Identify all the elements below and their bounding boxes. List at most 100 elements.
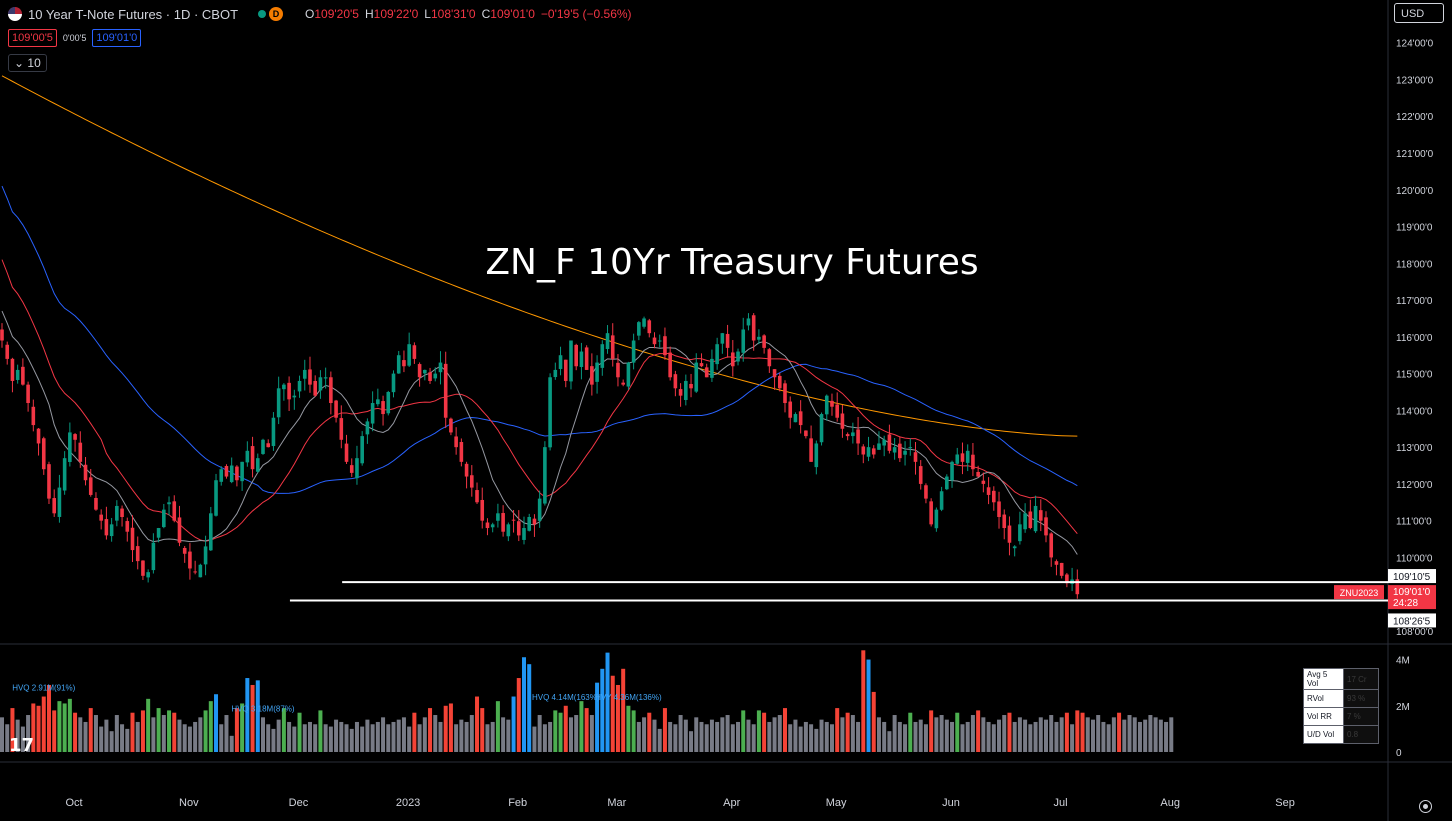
- market-status: D: [258, 7, 284, 21]
- candle-body: [1044, 517, 1048, 536]
- candle-body: [318, 377, 323, 391]
- volume-bar: [1148, 715, 1153, 752]
- candle-body: [887, 434, 892, 451]
- symbol-title[interactable]: 10 Year T-Note Futures · 1D · CBOT: [28, 6, 239, 22]
- candle-body: [449, 418, 453, 433]
- candle-body: [751, 315, 756, 341]
- volume-bar: [950, 721, 955, 752]
- sell-button[interactable]: 109'00'5: [8, 29, 57, 47]
- candle-body: [68, 432, 72, 462]
- volume-bar: [903, 724, 908, 752]
- candle-body: [78, 442, 83, 462]
- symbol-header[interactable]: 10 Year T-Note Futures · 1D · CBOT D O10…: [8, 4, 632, 24]
- currency-select[interactable]: USD: [1394, 3, 1444, 23]
- volume-bar: [1044, 719, 1048, 752]
- volume-bar: [683, 719, 688, 752]
- candle-body: [402, 360, 406, 367]
- volume-bar: [856, 721, 861, 752]
- candle-body: [172, 501, 177, 521]
- volume-bar: [276, 719, 281, 752]
- candle-body: [605, 333, 610, 350]
- candle-body: [349, 465, 354, 473]
- candle-body: [845, 434, 850, 437]
- candle-body: [292, 395, 297, 398]
- price-tag-bg: [1388, 613, 1436, 628]
- volume-bar: [495, 701, 500, 752]
- volume-bar: [422, 717, 427, 752]
- volume-bar: [428, 708, 433, 752]
- volume-bar: [840, 717, 845, 752]
- y-tick-label: 108'00'0: [1396, 627, 1434, 638]
- candle-body: [130, 527, 135, 551]
- volume-bar: [798, 726, 803, 752]
- ohlc-value: 108'31'0: [430, 7, 476, 21]
- ohlc-value: 109'22'0: [373, 7, 419, 21]
- volume-bar: [506, 719, 511, 752]
- volume-bar: [1127, 715, 1132, 752]
- candle-body: [94, 497, 98, 510]
- candle-body: [266, 443, 271, 448]
- candle-body: [360, 436, 364, 464]
- candle-body: [193, 571, 197, 573]
- volume-bar: [929, 710, 934, 752]
- candle-body: [276, 388, 281, 418]
- volume-bar: [20, 726, 25, 752]
- volume-bar: [187, 726, 192, 752]
- volume-bar: [887, 731, 892, 752]
- candle-body: [736, 351, 740, 362]
- volume-bar: [730, 724, 735, 752]
- candle-body: [767, 349, 772, 367]
- candle-body: [386, 391, 391, 414]
- volume-bar: [36, 705, 41, 752]
- candle-body: [104, 519, 109, 536]
- volume-bar: [1017, 717, 1022, 752]
- volume-bar: [245, 678, 250, 752]
- indicator-count: 10: [27, 56, 41, 70]
- candle-body: [381, 401, 385, 415]
- price-tag-label: 109'10'5: [1393, 572, 1431, 583]
- volume-bar: [756, 710, 761, 752]
- volume-bar: [104, 719, 109, 752]
- candle-body: [877, 443, 881, 450]
- volume-bar: [0, 717, 4, 752]
- candle-body: [10, 358, 15, 381]
- volume-bar: [652, 719, 657, 752]
- volume-bar: [360, 726, 365, 752]
- candle-body: [177, 517, 182, 543]
- volume-bar: [689, 731, 694, 752]
- volume-bar: [412, 712, 417, 752]
- candle-body: [1002, 514, 1007, 529]
- ohlc-key: C: [481, 7, 491, 21]
- candle-body: [804, 430, 808, 437]
- volume-bar: [334, 719, 339, 752]
- volume-bar: [78, 717, 83, 752]
- candle-body: [715, 344, 719, 365]
- candle-body: [308, 369, 312, 385]
- candle-body: [287, 382, 291, 400]
- spread-label: 0'00'5: [62, 33, 87, 43]
- candle-body: [720, 333, 725, 344]
- candle-body: [637, 322, 641, 336]
- volume-bar: [1064, 712, 1069, 752]
- candle-body: [209, 513, 213, 551]
- candle-body: [261, 439, 265, 454]
- volume-bar: [386, 724, 391, 752]
- volume-bar: [26, 715, 31, 752]
- tradingview-logo[interactable]: 17: [9, 735, 35, 756]
- buy-button[interactable]: 109'01'0: [92, 29, 142, 47]
- candle-body: [981, 480, 986, 484]
- stat-label: RVol: [1303, 689, 1344, 708]
- x-tick-label: Feb: [508, 797, 527, 809]
- volume-bar: [15, 719, 20, 752]
- candle-body: [882, 439, 886, 446]
- indicator-toggle-button[interactable]: ⌄ 10: [8, 54, 47, 72]
- candle-body: [423, 369, 427, 374]
- candle-body: [762, 335, 766, 348]
- stat-value: 93 %: [1343, 689, 1379, 708]
- settings-gear-icon[interactable]: [1419, 800, 1432, 813]
- candle-body: [365, 421, 370, 435]
- candle-body: [574, 344, 578, 367]
- volume-bar: [850, 715, 855, 752]
- volume-bar: [824, 721, 829, 752]
